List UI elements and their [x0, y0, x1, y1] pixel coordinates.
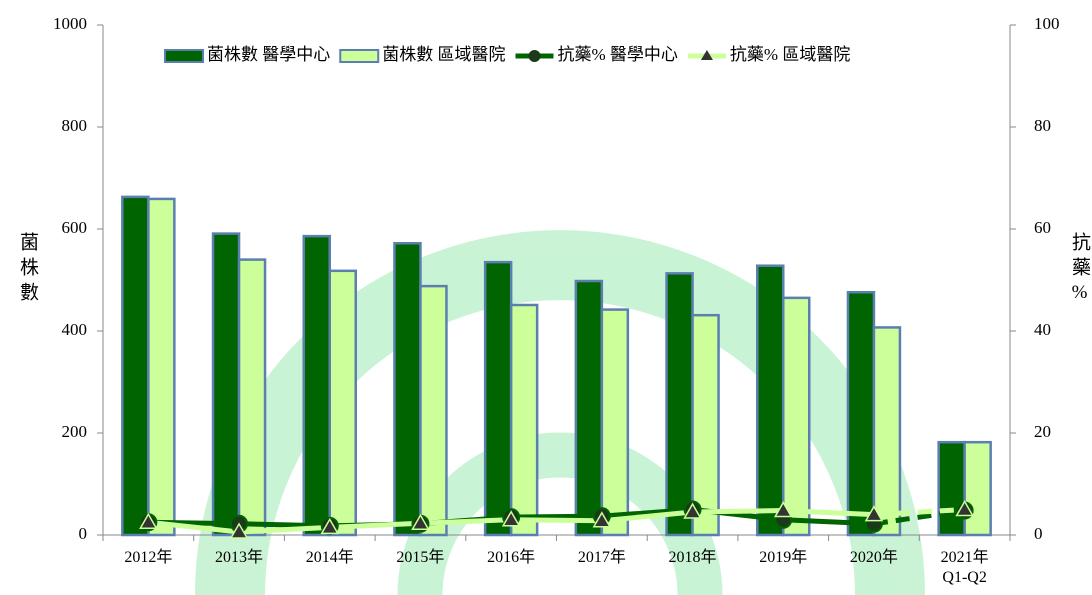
bar: [509, 303, 539, 537]
bar: [121, 195, 150, 537]
line-marker: [229, 522, 249, 539]
y-tick-label: 400: [62, 320, 88, 339]
bar: [237, 258, 267, 537]
x-tick-label: 2013年: [215, 549, 264, 566]
line-dashed: [873, 507, 965, 518]
x-tick-label: 2016年: [487, 549, 536, 566]
legend-label: 抗藥% 區域醫院: [730, 45, 850, 64]
y-tick-label: 800: [62, 116, 88, 135]
x-tick-label: 2012年: [124, 549, 173, 566]
y-tick-label: 1000: [53, 14, 87, 33]
line-marker: [683, 502, 702, 519]
legend-marker: [528, 50, 541, 62]
y-tick-label: 200: [62, 422, 88, 441]
x-tick-label: 2015年: [396, 549, 445, 566]
bar: [600, 308, 630, 537]
y-tick-label: 600: [62, 218, 88, 237]
legend-label: 菌株數 醫學中心: [207, 45, 330, 64]
line-marker: [139, 512, 158, 529]
bar: [782, 296, 811, 537]
bar: [665, 272, 694, 537]
x-tick-label: 2021年 Q1-Q2: [940, 549, 989, 586]
y2-tick-label: 40: [1034, 320, 1051, 339]
y2-tick-label: 80: [1034, 116, 1051, 135]
legend-marker: [700, 50, 713, 60]
x-tick-label: 2020年: [849, 549, 898, 566]
legend-swatch: [164, 49, 204, 63]
bar: [963, 440, 992, 537]
bar: [937, 440, 966, 537]
x-tick-label: 2018年: [668, 549, 717, 566]
legend-swatch: [339, 49, 380, 63]
y-tick-label: 0: [79, 524, 88, 543]
bar: [419, 284, 448, 537]
y2-axis-label: 抗藥%: [1069, 232, 1090, 309]
bar: [574, 279, 604, 537]
bar: [211, 232, 241, 537]
bar: [846, 290, 876, 537]
line-marker: [320, 517, 340, 535]
bar: [691, 313, 720, 537]
line-marker: [501, 510, 521, 527]
line-marker: [411, 513, 430, 531]
bar: [147, 197, 176, 537]
bar: [483, 260, 513, 537]
bar: [393, 242, 422, 537]
y2-tick-label: 0: [1034, 524, 1043, 543]
x-tick-label: 2019年: [759, 549, 808, 566]
line-marker: [955, 499, 974, 517]
line-marker: [773, 501, 793, 518]
legend-label: 抗藥% 醫學中心: [558, 45, 678, 64]
bar: [328, 269, 357, 537]
y-axis-label: 菌株數: [17, 232, 38, 307]
y2-tick-label: 100: [1034, 14, 1060, 33]
legend-label: 菌株數 區域醫院: [382, 45, 505, 64]
x-tick-label: 2017年: [577, 549, 626, 566]
y2-tick-label: 20: [1034, 422, 1051, 441]
bar: [302, 234, 331, 537]
x-tick-label: 2014年: [305, 549, 354, 566]
line-marker: [864, 505, 884, 522]
bar: [756, 264, 785, 537]
y2-tick-label: 60: [1034, 218, 1051, 237]
line-marker: [592, 511, 612, 528]
bar: [872, 326, 902, 537]
